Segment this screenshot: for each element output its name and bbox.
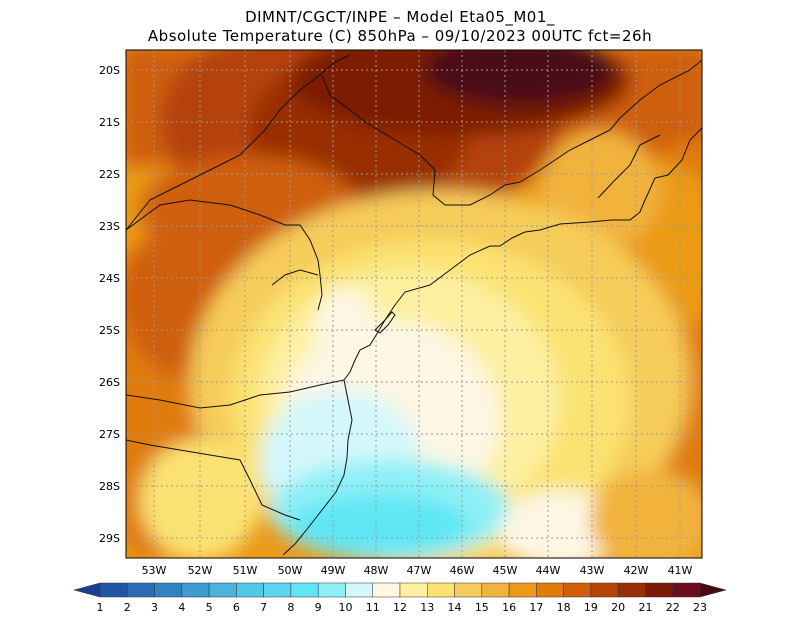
colorbar-swatch <box>672 582 701 598</box>
lat-label: 29S <box>99 532 120 545</box>
colorbar-label: 15 <box>475 601 489 614</box>
lat-label: 26S <box>99 376 120 389</box>
lat-label: 28S <box>99 480 120 493</box>
colorbar-swatch <box>427 582 455 598</box>
colorbar-swatch <box>563 582 592 598</box>
lon-label: 41W <box>668 564 693 577</box>
colorbar-arrow-high <box>699 582 727 598</box>
lat-label: 20S <box>99 64 120 77</box>
map-grid <box>126 50 702 558</box>
lat-label: 24S <box>99 272 120 285</box>
state-border <box>597 134 661 199</box>
lon-label: 49W <box>321 564 346 577</box>
colorbar-swatch <box>372 582 401 598</box>
state-border <box>271 269 319 286</box>
lon-label: 45W <box>493 564 518 577</box>
colorbar-label: 2 <box>124 601 131 614</box>
colorbar-label: 4 <box>178 601 185 614</box>
colorbar-label: 17 <box>529 601 543 614</box>
colorbar-label: 6 <box>233 601 240 614</box>
lon-label: 52W <box>188 564 213 577</box>
lat-label: 21S <box>99 116 120 129</box>
state-border <box>126 379 345 409</box>
coastline-borders <box>126 54 702 556</box>
lon-label: 44W <box>536 564 561 577</box>
colorbar-swatch <box>127 582 155 598</box>
colorbar-label: 12 <box>393 601 407 614</box>
colorbar-swatch <box>263 582 292 598</box>
colorbar-label: 7 <box>260 601 267 614</box>
colorbar-label: 18 <box>557 601 571 614</box>
colorbar-swatch <box>290 582 319 598</box>
colorbar-label: 1 <box>97 601 104 614</box>
colorbar-label: 23 <box>693 601 707 614</box>
colorbar-swatch <box>481 582 510 598</box>
colorbar-label: 5 <box>206 601 213 614</box>
colorbar-label: 16 <box>502 601 516 614</box>
latitude-axis: 20S 21S 22S 23S 24S 25S 26S 27S 28S 29S <box>99 64 120 545</box>
lat-label: 23S <box>99 220 120 233</box>
colorbar-label: 13 <box>420 601 434 614</box>
state-border <box>126 199 323 311</box>
lon-label: 50W <box>278 564 303 577</box>
colorbar-label: 14 <box>448 601 462 614</box>
lon-label: 47W <box>407 564 432 577</box>
lagoon <box>374 311 396 334</box>
colorbar-swatch <box>181 582 210 598</box>
lon-label: 48W <box>364 564 389 577</box>
colorbar-label: 19 <box>584 601 598 614</box>
title-line-1: DIMNT/CGCT/INPE – Model Eta05_M01_ <box>245 8 555 26</box>
colorbar-label: 9 <box>315 601 322 614</box>
state-border <box>126 439 301 521</box>
colorbar-label: 3 <box>151 601 158 614</box>
colorbar-swatch <box>590 582 619 598</box>
colorbar-swatch <box>508 582 537 598</box>
lat-label: 27S <box>99 428 120 441</box>
state-border <box>321 74 521 206</box>
colorbar-swatch <box>645 582 673 598</box>
lat-label: 22S <box>99 168 120 181</box>
colorbar-label: 21 <box>638 601 652 614</box>
colorbar-swatch <box>154 582 183 598</box>
lon-label: 53W <box>142 564 167 577</box>
colorbar-swatch <box>99 582 128 598</box>
colorbar-label: 10 <box>338 601 352 614</box>
colorbar-swatch <box>317 582 346 598</box>
colorbar-label: 20 <box>611 601 625 614</box>
colorbar-swatch <box>236 582 264 598</box>
lon-label: 46W <box>450 564 475 577</box>
longitude-axis: 53W 52W 51W 50W 49W 48W 47W 46W 45W 44W … <box>142 564 693 577</box>
colorbar-label: 22 <box>666 601 680 614</box>
state-border <box>519 59 702 183</box>
colorbar-swatch <box>536 582 564 598</box>
map-frame <box>125 49 703 559</box>
colorbar-arrow-low <box>73 582 101 598</box>
colorbar-swatch <box>208 582 237 598</box>
title-line-2: Absolute Temperature (C) 850hPa – 09/10/… <box>147 27 653 45</box>
colorbar-swatch <box>345 582 373 598</box>
colorbar: 1 2 3 4 5 6 7 8 9 10 11 12 13 14 15 16 17 18 19 20 21 22 23 <box>73 582 727 614</box>
colorbar-swatch <box>617 582 646 598</box>
colorbar-label: 11 <box>366 601 380 614</box>
lon-label: 42W <box>624 564 649 577</box>
lat-label: 25S <box>99 324 120 337</box>
temperature-field <box>126 50 702 558</box>
state-border <box>126 54 351 231</box>
lon-label: 51W <box>233 564 258 577</box>
colorbar-label: 8 <box>287 601 294 614</box>
colorbar-swatch <box>399 582 428 598</box>
coastline <box>282 127 702 556</box>
lon-label: 43W <box>580 564 605 577</box>
colorbar-swatch <box>454 582 483 598</box>
